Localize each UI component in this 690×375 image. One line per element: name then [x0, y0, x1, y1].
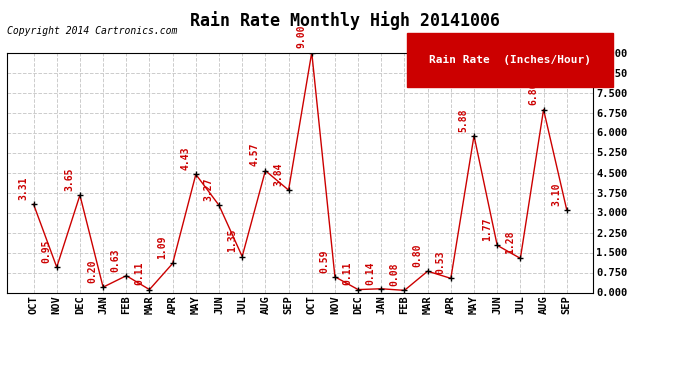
Text: Rain Rate Monthly High 20141006: Rain Rate Monthly High 20141006 [190, 11, 500, 30]
Text: 3.84: 3.84 [273, 162, 283, 186]
Text: 0.08: 0.08 [389, 263, 399, 286]
Text: 3.10: 3.10 [551, 182, 561, 206]
Text: 0.63: 0.63 [110, 248, 121, 272]
Text: 6.86: 6.86 [528, 82, 538, 105]
Text: 0.11: 0.11 [134, 262, 144, 285]
Text: 9.00: 9.00 [296, 25, 306, 48]
Text: 0.20: 0.20 [88, 260, 97, 283]
Text: 0.95: 0.95 [41, 240, 51, 263]
Text: 4.57: 4.57 [250, 143, 260, 166]
Text: 1.28: 1.28 [505, 231, 515, 254]
Text: 3.27: 3.27 [204, 178, 213, 201]
Text: 0.59: 0.59 [319, 249, 329, 273]
Text: 1.35: 1.35 [226, 229, 237, 252]
Text: 5.88: 5.88 [458, 108, 469, 132]
Text: 3.31: 3.31 [18, 177, 28, 200]
Text: 1.77: 1.77 [482, 217, 492, 241]
Text: 0.53: 0.53 [435, 251, 445, 274]
Text: 3.65: 3.65 [64, 168, 75, 191]
Text: 4.43: 4.43 [180, 147, 190, 170]
Text: 0.11: 0.11 [342, 262, 353, 285]
Text: 0.80: 0.80 [412, 243, 422, 267]
Text: 0.14: 0.14 [366, 261, 376, 285]
Text: Rain Rate  (Inches/Hour): Rain Rate (Inches/Hour) [429, 55, 591, 65]
Text: Copyright 2014 Cartronics.com: Copyright 2014 Cartronics.com [7, 26, 177, 36]
Text: 1.09: 1.09 [157, 236, 167, 259]
